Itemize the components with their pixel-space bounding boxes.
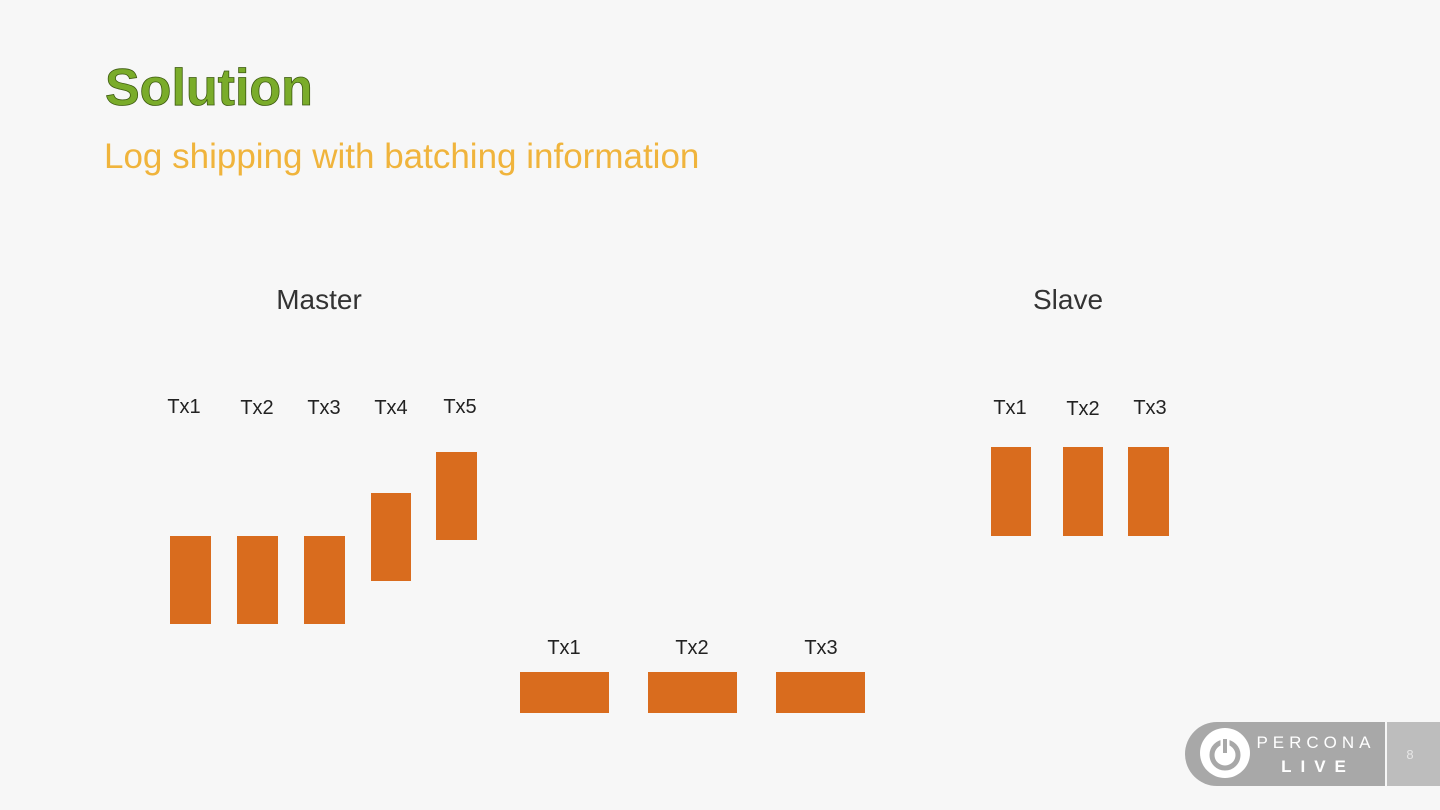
tx-block — [237, 536, 278, 624]
tx-label: Tx4 — [374, 397, 407, 419]
tx-block — [170, 536, 211, 624]
tx-block — [304, 536, 345, 624]
log-block — [648, 672, 737, 713]
tx-block — [1128, 447, 1169, 536]
slide-title: Solution — [105, 59, 313, 117]
tx-label: Tx3 — [804, 637, 837, 659]
master-label: Master — [276, 284, 362, 315]
tx-label: Tx2 — [240, 397, 273, 419]
logo: PERCONA LIVE 8 — [1185, 722, 1440, 786]
tx-label: Tx1 — [547, 637, 580, 659]
tx-label: Tx5 — [443, 396, 476, 418]
tx-label: Tx2 — [675, 637, 708, 659]
tx-label: Tx2 — [1066, 398, 1099, 420]
page-number: 8 — [1406, 747, 1413, 762]
slide-subtitle: Log shipping with batching information — [104, 137, 699, 176]
tx-block — [991, 447, 1031, 536]
tx-block — [436, 452, 477, 540]
log-block — [776, 672, 865, 713]
tx-label: Tx3 — [307, 397, 340, 419]
slave-label: Slave — [1033, 284, 1103, 315]
logo-text: LIVE — [1281, 757, 1355, 776]
tx-label: Tx3 — [1133, 397, 1166, 419]
page-number-box — [1387, 722, 1440, 786]
tx-label: Tx1 — [167, 396, 200, 418]
logo-text: PERCONA — [1256, 733, 1375, 752]
tx-block — [371, 493, 411, 581]
tx-label: Tx1 — [993, 397, 1026, 419]
log-block — [520, 672, 609, 713]
tx-block — [1063, 447, 1103, 536]
